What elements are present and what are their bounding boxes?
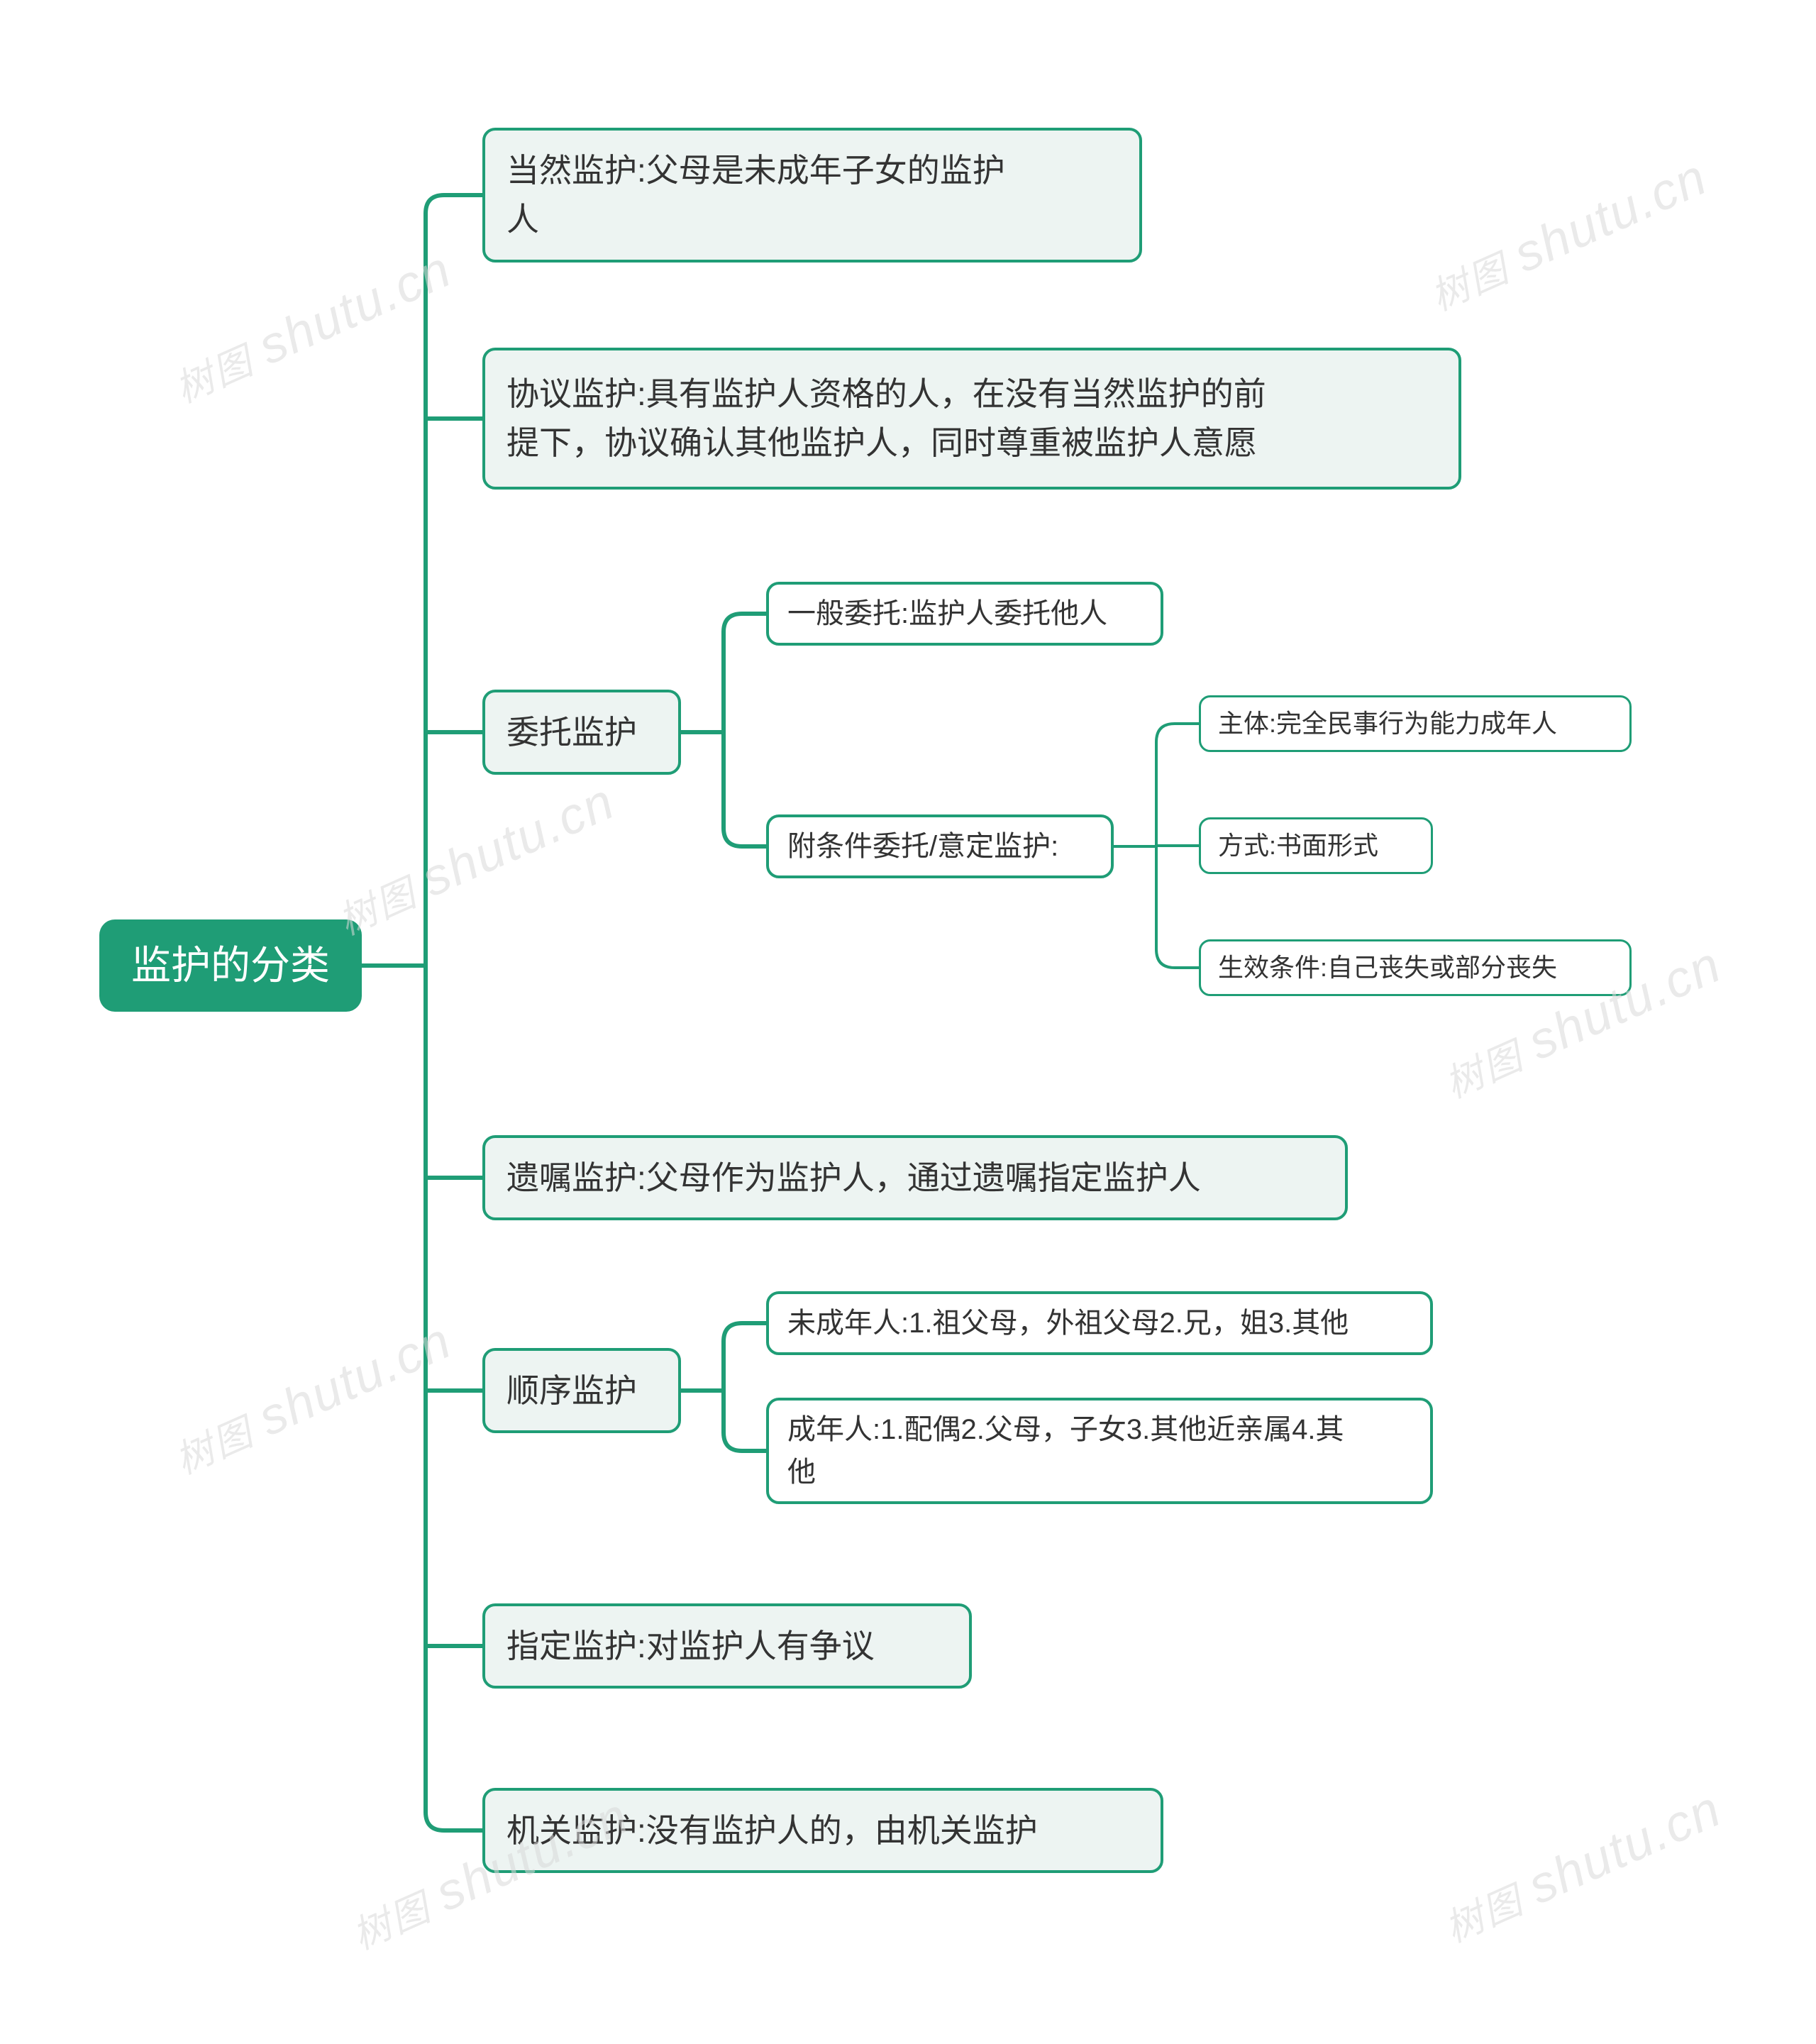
branch-l1-4-label: 顺序监护 (506, 1366, 637, 1415)
branch-l1-2-label: 委托监护 (506, 708, 637, 757)
branch-l1-4[interactable]: 顺序监护 (482, 1348, 681, 1433)
branch-l3-2[interactable]: 生效条件:自己丧失或部分丧失 (1199, 939, 1632, 996)
branch-l2-0-label: 一般委托:监护人委托他人 (787, 592, 1107, 635)
branch-l2-3-label: 成年人:1.配偶2.父母，子女3.其他近亲属4.其他 (787, 1408, 1344, 1493)
branch-l2-2-label: 未成年人:1.祖父母，外祖父母2.兄，姐3.其他 (787, 1302, 1349, 1344)
branch-l1-5[interactable]: 指定监护:对监护人有争议 (482, 1603, 972, 1689)
connector-layer (0, 0, 1816, 2044)
watermark: 树图 shutu.cn (1419, 148, 1715, 322)
branch-l2-1[interactable]: 附条件委托/意定监护: (766, 814, 1114, 878)
branch-l3-2-label: 生效条件:自己丧失或部分丧失 (1218, 949, 1557, 987)
root-node[interactable]: 监护的分类 (99, 919, 362, 1012)
branch-l1-6-label: 机关监护:没有监护人的，由机关监护 (506, 1806, 1038, 1855)
branch-l3-0[interactable]: 主体:完全民事行为能力成年人 (1199, 695, 1632, 752)
branch-l2-0[interactable]: 一般委托:监护人委托他人 (766, 582, 1163, 646)
branch-l1-6[interactable]: 机关监护:没有监护人的，由机关监护 (482, 1788, 1163, 1873)
branch-l2-3[interactable]: 成年人:1.配偶2.父母，子女3.其他近亲属4.其他 (766, 1398, 1433, 1504)
branch-l2-2[interactable]: 未成年人:1.祖父母，外祖父母2.兄，姐3.其他 (766, 1291, 1433, 1355)
branch-l1-5-label: 指定监护:对监护人有争议 (506, 1622, 875, 1671)
branch-l1-2[interactable]: 委托监护 (482, 690, 681, 775)
branch-l3-1-label: 方式:书面形式 (1218, 827, 1378, 865)
watermark: 树图 shutu.cn (1434, 1779, 1729, 1954)
branch-l2-1-label: 附条件委托/意定监护: (787, 825, 1058, 868)
branch-l1-1-label: 协议监护:具有监护人资格的人，在没有当然监护的前提下，协议确认其他监护人，同时尊… (506, 370, 1266, 468)
branch-l1-3-label: 遗嘱监护:父母作为监护人，通过遗嘱指定监护人 (506, 1154, 1201, 1203)
watermark: 树图 shutu.cn (164, 240, 460, 414)
branch-l1-0[interactable]: 当然监护:父母是未成年子女的监护人 (482, 128, 1142, 263)
watermark: 树图 shutu.cn (327, 772, 623, 946)
branch-l1-0-label: 当然监护:父母是未成年子女的监护人 (506, 146, 1005, 244)
branch-l3-1[interactable]: 方式:书面形式 (1199, 817, 1433, 874)
watermark: 树图 shutu.cn (164, 1311, 460, 1486)
branch-l3-0-label: 主体:完全民事行为能力成年人 (1218, 705, 1557, 743)
root-label: 监护的分类 (131, 936, 330, 995)
branch-l1-1[interactable]: 协议监护:具有监护人资格的人，在没有当然监护的前提下，协议确认其他监护人，同时尊… (482, 348, 1461, 490)
branch-l1-3[interactable]: 遗嘱监护:父母作为监护人，通过遗嘱指定监护人 (482, 1135, 1348, 1220)
